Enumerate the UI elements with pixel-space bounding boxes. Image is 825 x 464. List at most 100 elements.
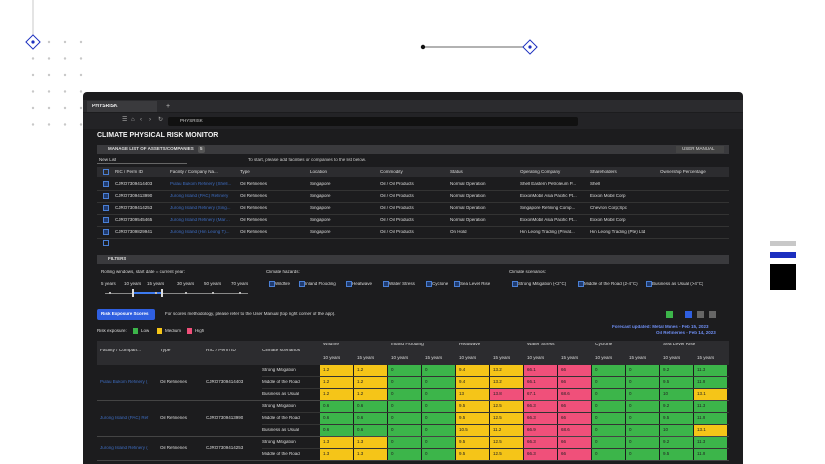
hazard-option[interactable]: Sea Level Rise [460, 281, 491, 286]
view-toggle[interactable] [685, 311, 692, 318]
checkbox[interactable] [346, 281, 352, 287]
period-header: 15 years [697, 355, 715, 360]
user-manual-btn[interactable] [676, 146, 724, 153]
hazard-header: Sea Level Rise [663, 343, 696, 348]
score-cell [626, 437, 659, 448]
hazard-option[interactable]: Cyclone [432, 281, 449, 286]
scenario-option[interactable]: Strong Mitigation (<2°C) [518, 281, 567, 286]
score-cell [558, 377, 591, 388]
checkbox[interactable] [103, 181, 109, 187]
checkbox[interactable] [512, 281, 518, 287]
checkbox[interactable] [103, 217, 109, 223]
score-cell [354, 365, 387, 376]
score-value: 0 [629, 439, 632, 444]
nav-icon[interactable]: › [149, 117, 151, 123]
score-cell [490, 365, 523, 376]
nav-icon[interactable]: ⌂ [131, 117, 135, 123]
slider-tick [109, 291, 111, 294]
user-manual[interactable]: USER MANUAL [682, 147, 715, 152]
checkbox[interactable] [578, 281, 584, 287]
facility-link[interactable]: Jurong Island Refinery (Marsiling)... [170, 217, 232, 222]
slider-track [105, 292, 248, 294]
score-value: 0 [595, 403, 598, 408]
cell: Normal Operation [450, 217, 486, 222]
view-toggle[interactable] [697, 311, 704, 318]
slider-handle[interactable] [132, 289, 134, 297]
facility-link[interactable]: Pulau Bukom Refinery ( [100, 379, 148, 384]
score-cell [354, 437, 387, 448]
facility-link[interactable]: Pulau Bukom Refinery (Shell... [170, 181, 232, 186]
dot [63, 57, 67, 60]
score-cell [660, 437, 693, 448]
scenario-option[interactable]: Middle of the Road (2-4°C) [584, 281, 638, 286]
scenario: Strong Mitigation [262, 403, 296, 408]
period-header: 10 years [323, 355, 341, 360]
slider-handle[interactable] [161, 289, 163, 297]
tab-title[interactable]: PHYSRISK [92, 104, 118, 110]
window-option[interactable]: 10 years [124, 281, 142, 286]
scores-button-label[interactable]: Risk Exposure Scores [101, 312, 149, 317]
column-header: Facility / Company Na... [170, 169, 218, 174]
score-cell [558, 389, 591, 400]
nav-icon[interactable]: ↻ [158, 117, 164, 123]
view-toggle[interactable] [666, 311, 673, 318]
score-value: 13.1 [697, 427, 706, 432]
window-option[interactable]: 5 years [101, 281, 116, 286]
checkbox[interactable] [103, 205, 109, 211]
hazard-option[interactable]: Water Stress [389, 281, 415, 286]
score-cell [320, 377, 353, 388]
view-toggle[interactable] [709, 311, 716, 318]
score-cell [626, 389, 659, 400]
score-cell [660, 449, 693, 460]
dot [79, 123, 83, 126]
score-value: 1.2 [357, 391, 364, 396]
scenario-option[interactable]: Business as Usual (>4°C) [652, 281, 704, 286]
asset-header [97, 167, 729, 177]
facility-link[interactable]: Jurong Island (PAC) Refinery [170, 193, 229, 198]
score-cell [626, 401, 659, 412]
score-value: 66 [561, 451, 567, 456]
score-value: 0 [629, 427, 632, 432]
checkbox[interactable] [103, 229, 109, 235]
period-header: 15 years [357, 355, 375, 360]
score-value: 1.3 [323, 451, 330, 456]
facility-link[interactable]: Jurong Island Refinery ( [100, 445, 148, 450]
nav-icon[interactable]: ☰ [122, 117, 128, 123]
checkbox[interactable] [269, 281, 275, 287]
score-value: 0 [629, 451, 632, 456]
score-cell [660, 425, 693, 436]
checkbox[interactable] [103, 193, 109, 199]
nav-icon[interactable]: ‹ [140, 117, 142, 123]
window-option[interactable]: 50 years [204, 281, 222, 286]
score-cell [320, 389, 353, 400]
score-value: 11.3 [697, 403, 706, 408]
period-header: 10 years [459, 355, 477, 360]
checkbox[interactable] [383, 281, 389, 287]
address-bar[interactable] [168, 117, 578, 126]
facility-link[interactable]: Jurong Island (PAC) Ref [100, 415, 149, 420]
checkbox[interactable] [454, 281, 460, 287]
score-value: 0 [595, 439, 598, 444]
hazard-option[interactable]: Inland Flooding [305, 281, 336, 286]
hazard-option[interactable]: Heatwave [352, 281, 373, 286]
window-option[interactable]: 30 years [177, 281, 195, 286]
row-divider [262, 411, 729, 413]
checkbox[interactable] [646, 281, 652, 287]
dot [47, 40, 51, 44]
score-cell [524, 401, 557, 412]
checkbox[interactable] [103, 169, 109, 175]
cell: Oil / Oil Products [380, 193, 414, 198]
new-tab[interactable]: + [166, 103, 171, 111]
checkbox[interactable] [299, 281, 305, 287]
checkbox[interactable] [103, 240, 109, 246]
checkbox[interactable] [426, 281, 432, 287]
hazard-option[interactable]: Wildfire [275, 281, 291, 286]
window-option[interactable]: 15 years [147, 281, 165, 286]
facility-link[interactable]: Jurong Island Refinery (Sing... [170, 205, 231, 210]
list-select[interactable] [97, 157, 187, 164]
score-cell [524, 413, 557, 424]
window-option[interactable]: 70 years [231, 281, 249, 286]
facility-link[interactable]: Jurong Island (Hin Leong T)... [170, 229, 230, 234]
scores-button[interactable] [97, 309, 155, 320]
slider-tick [239, 291, 241, 294]
